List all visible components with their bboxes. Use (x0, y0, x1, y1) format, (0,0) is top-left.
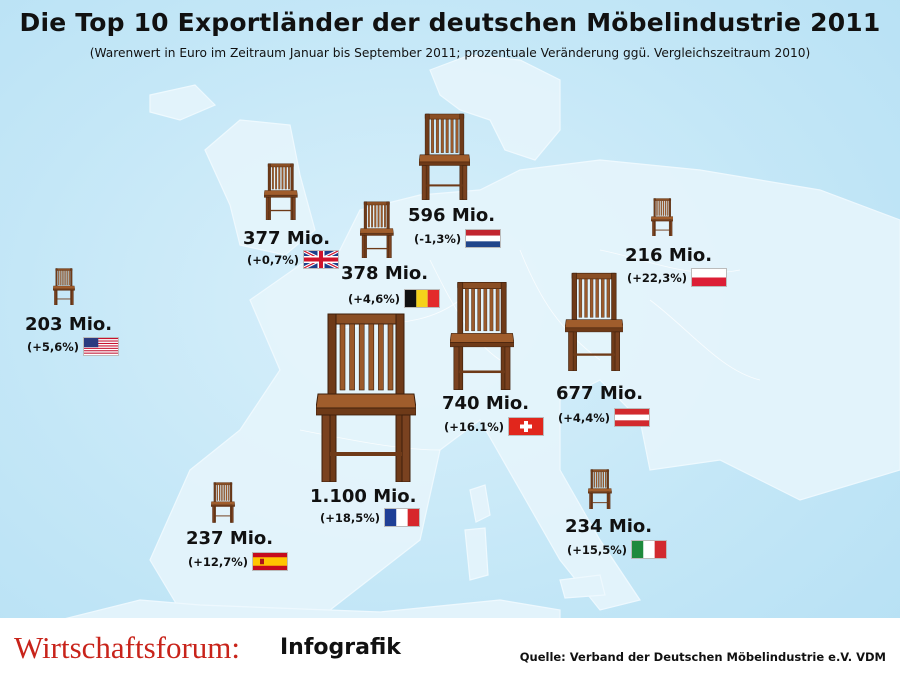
chair-icon (264, 163, 298, 221)
chair-icon (450, 282, 514, 391)
value-label: 234 Mio. (565, 516, 653, 537)
flag-uk-icon (303, 250, 340, 269)
flag-france-icon (384, 508, 421, 527)
flag-usa-icon (83, 337, 120, 356)
change-row: (+5,6%) (27, 337, 120, 356)
change-row: (+0,7%) (247, 250, 340, 269)
change-label: (+18,5%) (320, 510, 381, 525)
chair-icon (360, 201, 394, 258)
map-scandinavia (429, 54, 561, 161)
map-british-isles (204, 119, 316, 256)
chair-icon (211, 482, 235, 523)
flag-poland-icon (691, 268, 728, 287)
flag-belgium-icon (404, 289, 441, 308)
change-label: (+5,6%) (27, 339, 80, 354)
change-row: (+18,5%) (320, 508, 421, 527)
value-label: 377 Mio. (243, 228, 331, 249)
change-label: (-1,3%) (414, 231, 462, 246)
change-row: (+4,4%) (558, 408, 651, 427)
chair-icon (650, 197, 674, 236)
chair-icon (588, 469, 612, 509)
change-label: (+4,4%) (558, 410, 611, 425)
footer-bar (0, 618, 900, 675)
value-label: 203 Mio. (25, 314, 113, 335)
change-label: (+4,6%) (348, 291, 401, 306)
map-corsica (469, 484, 491, 523)
map-iceland (149, 84, 217, 121)
flag-spain-icon (252, 552, 289, 571)
value-label: 677 Mio. (556, 383, 644, 404)
change-row: (+4,6%) (348, 289, 441, 308)
chart-subtitle: (Warenwert in Euro im Zeitraum Januar bi… (89, 46, 811, 60)
chair-icon (53, 268, 75, 305)
map-sicily (559, 574, 606, 599)
chair-icon (316, 313, 416, 482)
change-label: (+12,7%) (188, 554, 249, 569)
change-row: (+16.1%) (444, 417, 545, 436)
chair-icon (419, 114, 471, 200)
value-label: 1.100 Mio. (310, 486, 417, 507)
flag-netherlands-icon (465, 229, 502, 248)
change-label: (+22,3%) (627, 270, 688, 285)
chart-title: Die Top 10 Exportländer der deutschen Mö… (19, 8, 881, 37)
flag-austria-icon (614, 408, 651, 427)
flag-italy-icon (631, 540, 668, 559)
change-row: (+22,3%) (627, 268, 728, 287)
flag-switzerland-icon (508, 417, 545, 436)
value-label: 237 Mio. (186, 528, 274, 549)
value-label: 378 Mio. (341, 263, 429, 284)
value-label: 740 Mio. (442, 393, 530, 414)
change-row: (-1,3%) (414, 229, 502, 248)
value-label: 216 Mio. (625, 245, 713, 266)
change-label: (+0,7%) (247, 252, 300, 267)
change-row: (+12,7%) (188, 552, 289, 571)
source-note: Quelle: Verband der Deutschen Möbelindus… (519, 650, 886, 664)
brand-subtitle: Infografik (280, 635, 401, 660)
change-row: (+15,5%) (567, 540, 668, 559)
value-label: 596 Mio. (408, 205, 496, 226)
chair-icon (564, 273, 624, 372)
map-sardinia (464, 527, 489, 581)
brand-logo-text: Wirtschaftsforum: (14, 630, 241, 665)
change-label: (+15,5%) (567, 542, 628, 557)
change-label: (+16.1%) (444, 419, 505, 434)
